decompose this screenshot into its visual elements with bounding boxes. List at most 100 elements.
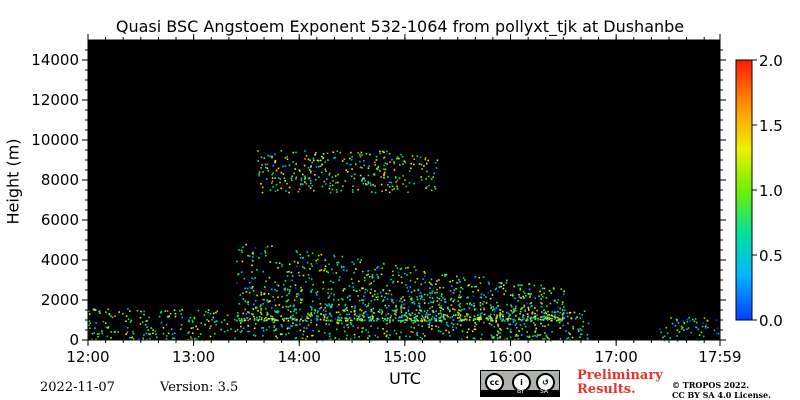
heatmap-cell (674, 324, 677, 327)
heatmap-cell (239, 319, 242, 322)
heatmap-cell (477, 314, 479, 316)
heatmap-cell (364, 304, 366, 306)
heatmap-cell (357, 258, 359, 261)
heatmap-cell (260, 253, 262, 255)
heatmap-cell (288, 164, 291, 166)
heatmap-cell (307, 158, 310, 161)
heatmap-cell (281, 263, 284, 266)
heatmap-cell (312, 157, 315, 160)
heatmap-cell (518, 330, 520, 332)
heatmap-cell (301, 337, 304, 339)
y-tick-label: 6000 (41, 211, 79, 229)
heatmap-cell (492, 306, 495, 308)
heatmap-cell (320, 269, 323, 271)
heatmap-cell (255, 306, 257, 309)
heatmap-cell (676, 329, 679, 331)
heatmap-cell (343, 266, 345, 268)
heatmap-cell (516, 335, 518, 337)
heatmap-cell (388, 152, 391, 155)
heatmap-cell (377, 318, 380, 320)
heatmap-cell (498, 282, 500, 284)
heatmap-cell (548, 316, 550, 319)
heatmap-cell (372, 316, 374, 318)
heatmap-cell (331, 268, 333, 271)
heatmap-cell (435, 315, 437, 317)
heatmap-cell (122, 313, 124, 315)
heatmap-cell (328, 303, 330, 305)
heatmap-cell (513, 310, 515, 313)
heatmap-cell (418, 302, 421, 305)
heatmap-cell (377, 276, 379, 278)
heatmap-cell (241, 320, 244, 322)
heatmap-cell (302, 173, 304, 176)
heatmap-cell (338, 279, 340, 281)
heatmap-cell (305, 281, 307, 283)
heatmap-cell (371, 274, 374, 276)
heatmap-cell (165, 338, 168, 340)
heatmap-cell (689, 320, 691, 322)
heatmap-cell (410, 162, 412, 165)
heatmap-cell (361, 330, 363, 333)
heatmap-cell (295, 324, 298, 326)
heatmap-cell (477, 289, 479, 292)
heatmap-cell (171, 328, 173, 330)
heatmap-cell (93, 308, 96, 310)
heatmap-cell (346, 162, 348, 165)
heatmap-cell (519, 287, 522, 290)
heatmap-cell (291, 275, 294, 277)
heatmap-cell (449, 316, 452, 319)
heatmap-cell (480, 318, 482, 321)
heatmap-cell (370, 325, 372, 327)
heatmap-cell (464, 279, 466, 281)
heatmap-cell (417, 305, 419, 307)
heatmap-cell (300, 183, 302, 185)
heatmap-cell (529, 296, 531, 299)
heatmap-cell (292, 318, 294, 320)
colorbar-axis: 0.00.51.01.52.0 (752, 52, 783, 330)
heatmap-cell (520, 334, 523, 336)
heatmap-cell (370, 184, 372, 186)
heatmap-cell (675, 317, 678, 320)
heatmap-cell (549, 302, 552, 305)
heatmap-cell (495, 307, 498, 309)
heatmap-cell (371, 339, 373, 342)
heatmap-cell (346, 324, 348, 326)
heatmap-cell (540, 316, 542, 318)
heatmap-cell (498, 285, 501, 288)
heatmap-cell (423, 293, 426, 296)
heatmap-cell (427, 309, 429, 312)
heatmap-cell (365, 183, 367, 185)
heatmap-cell (407, 191, 409, 194)
heatmap-cell (328, 295, 331, 297)
heatmap-cell (276, 290, 278, 292)
heatmap-cell (276, 311, 279, 314)
heatmap-cell (203, 314, 206, 316)
heatmap-cell (479, 313, 482, 315)
heatmap-cell (431, 297, 434, 299)
heatmap-cell (192, 326, 194, 329)
heatmap-cell (248, 330, 251, 333)
heatmap-cell (427, 159, 430, 162)
heatmap-cell (531, 319, 533, 322)
heatmap-cell (271, 182, 273, 184)
heatmap-cell (343, 310, 346, 312)
heatmap-cell (526, 335, 529, 338)
heatmap-cell (361, 287, 363, 289)
heatmap-cell (382, 299, 385, 301)
heatmap-cell (559, 338, 562, 340)
heatmap-cell (349, 316, 352, 319)
heatmap-cell (540, 298, 542, 300)
heatmap-cell (98, 332, 100, 335)
heatmap-cell (117, 331, 119, 333)
heatmap-cell (331, 319, 333, 322)
heatmap-cell (316, 312, 319, 314)
heatmap-cell (338, 303, 340, 306)
heatmap-cell (304, 150, 306, 152)
heatmap-cell (278, 262, 281, 264)
heatmap-cell (513, 309, 516, 312)
heatmap-cell (209, 335, 212, 338)
heatmap-cell (286, 158, 289, 161)
heatmap-cell (574, 317, 577, 320)
heatmap-cell (345, 308, 347, 310)
heatmap-cell (401, 281, 403, 284)
